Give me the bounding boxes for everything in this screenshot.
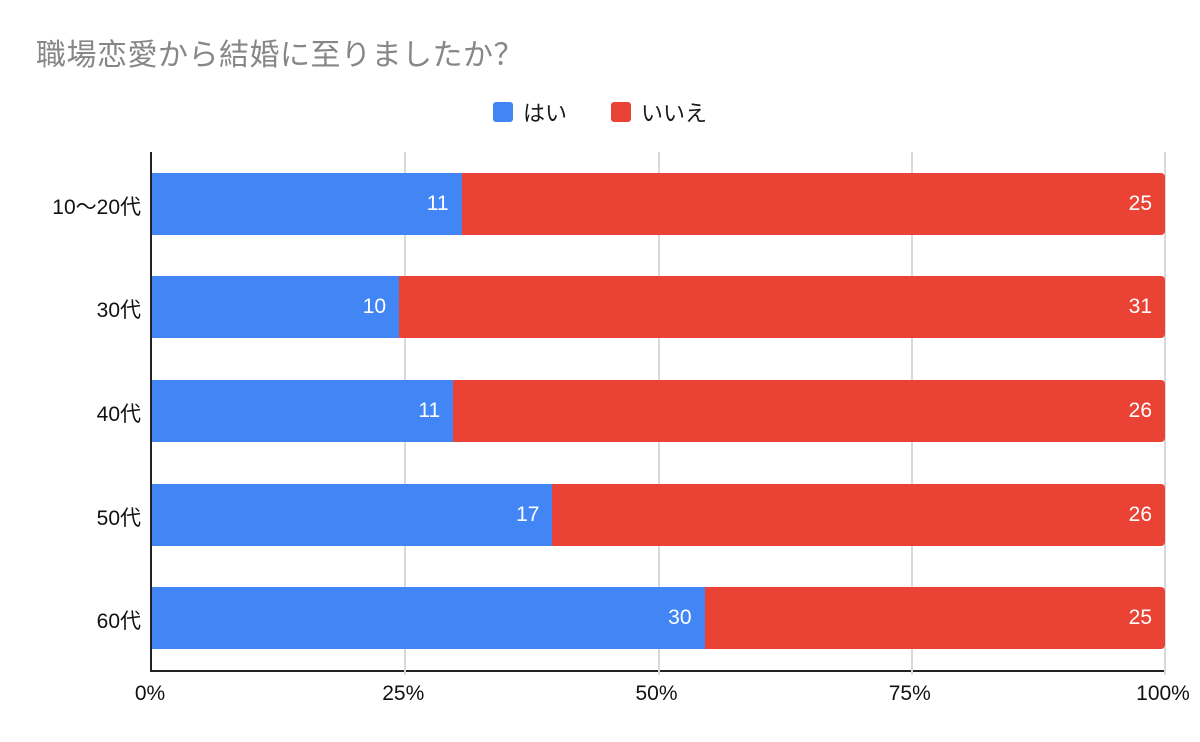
x-tick-label: 25% xyxy=(382,682,425,705)
bar-row: 17 26 xyxy=(152,463,1165,567)
x-tick-label: 75% xyxy=(888,682,931,705)
x-tick-label: 100% xyxy=(1136,682,1190,705)
bar-value-label: 31 xyxy=(1128,295,1152,319)
bar-track: 30 25 xyxy=(152,587,1165,650)
bar-value-label: 11 xyxy=(418,398,441,422)
legend-item-yes: はい xyxy=(492,96,567,128)
bar-segment-yes: 17 xyxy=(152,483,553,546)
legend-item-no: いいえ xyxy=(611,96,707,128)
bar-track: 10 31 xyxy=(152,276,1165,339)
legend-label: はい xyxy=(522,101,567,126)
bar-segment-no: 31 xyxy=(399,276,1165,339)
category-label: 60代 xyxy=(96,610,141,634)
gridline-100 xyxy=(1164,152,1166,675)
legend-label: いいえ xyxy=(641,101,708,126)
bar-segment-yes: 11 xyxy=(152,379,454,442)
chart-title: 職場恋愛から結婚に至りましたか？ xyxy=(36,39,524,72)
bar-value-label: 25 xyxy=(1128,191,1152,215)
bar-track: 11 25 xyxy=(152,172,1165,235)
bar-row: 10 31 xyxy=(152,256,1165,360)
bar-segment-yes: 30 xyxy=(152,587,705,650)
bar-value-label: 26 xyxy=(1128,398,1152,422)
bar-segment-no: 25 xyxy=(704,587,1165,650)
x-tick-label: 50% xyxy=(635,682,678,705)
bar-value-label: 10 xyxy=(362,295,387,319)
x-tick-label: 0% xyxy=(134,682,166,705)
bar-segment-no: 26 xyxy=(453,379,1165,442)
category-label: 10〜20代 xyxy=(52,195,141,219)
bar-value-label: 11 xyxy=(426,191,449,215)
bar-row: 11 25 xyxy=(152,152,1165,256)
legend-swatch-icon xyxy=(492,102,513,122)
bar-row: 11 26 xyxy=(152,359,1165,463)
bar-row: 30 25 xyxy=(152,566,1165,670)
bar-track: 17 26 xyxy=(152,483,1165,546)
bar-value-label: 26 xyxy=(1128,502,1152,526)
category-label: 40代 xyxy=(96,403,141,426)
bar-segment-no: 26 xyxy=(552,483,1165,546)
bar-segment-yes: 11 xyxy=(152,172,462,235)
legend-swatch-icon xyxy=(611,102,631,122)
legend: はい いいえ xyxy=(0,96,1200,128)
bar-track: 11 26 xyxy=(152,379,1165,442)
bar-segment-yes: 10 xyxy=(152,276,400,339)
category-label: 30代 xyxy=(96,299,141,323)
bar-segment-no: 25 xyxy=(461,172,1165,235)
bar-value-label: 30 xyxy=(668,606,692,630)
plot-area: 11 25 10 31 11 26 17 26 30 25 xyxy=(150,152,1166,675)
bar-value-label: 25 xyxy=(1128,606,1152,630)
category-label: 50代 xyxy=(96,506,141,530)
bar-value-label: 17 xyxy=(516,502,540,526)
